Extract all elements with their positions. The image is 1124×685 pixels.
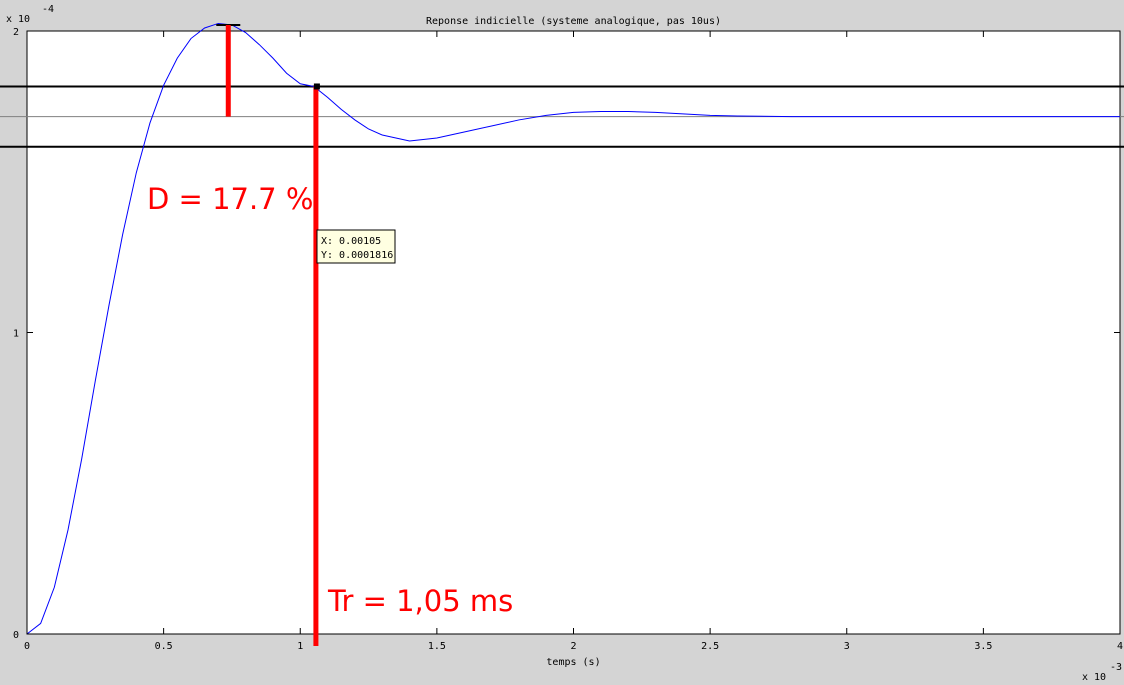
x-tick-label: 3.5	[974, 641, 992, 652]
axis-ticks	[26, 30, 1121, 635]
series-group	[26, 22, 1120, 635]
plot-area	[26, 30, 1121, 635]
data-tip-box	[316, 229, 396, 264]
data-tip-marker[interactable]	[313, 83, 320, 90]
y-tick-label: 1	[13, 329, 19, 340]
x-axis-label: temps (s)	[546, 657, 600, 668]
x-tick-label: 0	[24, 641, 30, 652]
overshoot-annotation-label: D = 17.7 %	[147, 182, 313, 216]
annotations-group	[216, 23, 319, 646]
data-tip[interactable]: X: 0.00105 Y: 0.0001816	[313, 83, 396, 264]
x-tick-label: 1.5	[428, 641, 446, 652]
y-tick-label: 2	[13, 27, 19, 38]
chart-title: Reponse indicielle (systeme analogique, …	[426, 16, 721, 27]
y-tick-label: 0	[13, 630, 19, 641]
y-axis-exponent: -4	[42, 4, 54, 15]
tick-labels: 0 0.5 1 1.5 2 2.5 3 3.5 4 0 1 2	[13, 27, 1123, 652]
step-response-line	[26, 22, 1120, 635]
data-tip-x-text: X: 0.00105	[321, 236, 381, 247]
x-axis-multiplier: x 10	[1082, 672, 1106, 683]
x-tick-label: 1	[297, 641, 303, 652]
y-axis-multiplier: x 10	[6, 14, 30, 25]
data-tip-y-text: Y: 0.0001816	[321, 250, 393, 261]
x-tick-label: 2.5	[701, 641, 719, 652]
settling-time-annotation-label: Tr = 1,05 ms	[327, 584, 513, 618]
x-axis-exponent: -3	[1110, 662, 1122, 673]
x-tick-label: 3	[844, 641, 850, 652]
x-tick-label: 0.5	[155, 641, 173, 652]
x-tick-label: 2	[570, 641, 576, 652]
x-tick-label: 4	[1117, 641, 1123, 652]
